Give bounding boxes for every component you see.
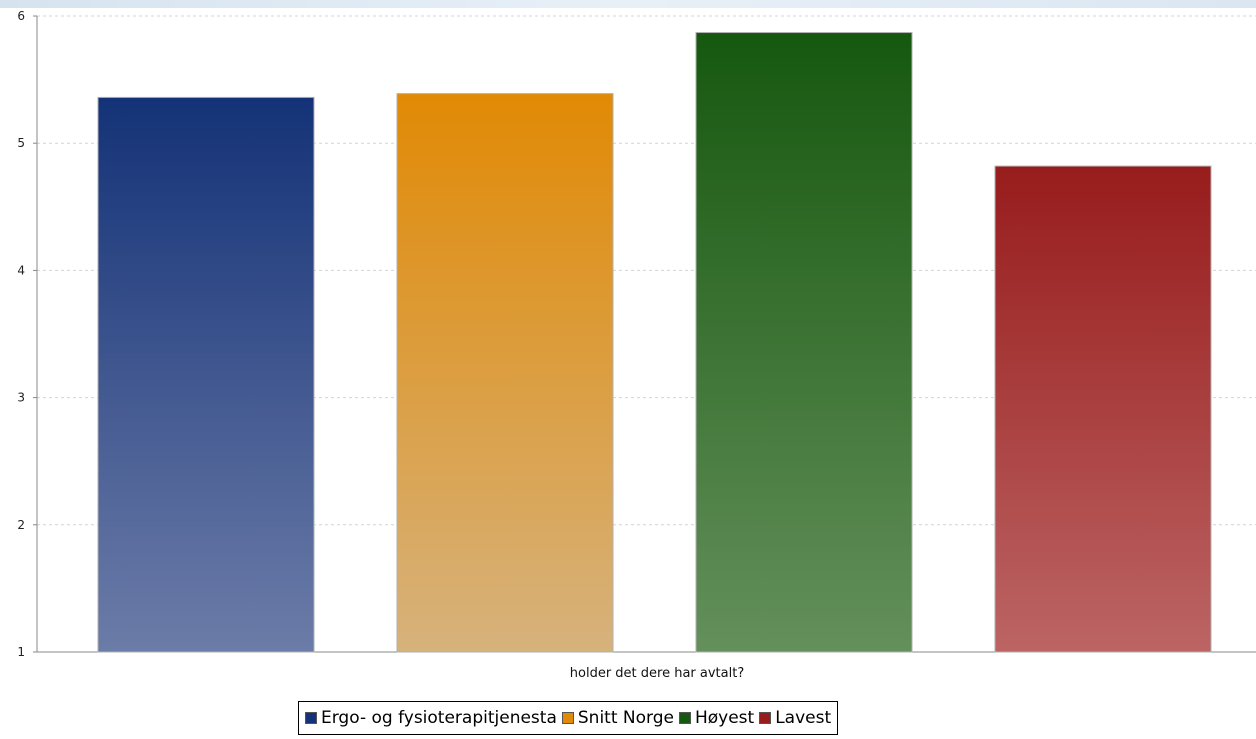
legend-label-ergo: Ergo- og fysioterapitjenesta (321, 708, 557, 728)
legend-label-hoyest: Høyest (695, 708, 754, 728)
bars (98, 33, 1211, 652)
y-tick-label: 3 (17, 391, 25, 405)
legend-item: Ergo- og fysioterapitjenesta (305, 708, 557, 728)
x-axis-label: holder det dere har avtalt? (570, 666, 744, 681)
legend-item: Snitt Norge (562, 708, 674, 728)
y-tick-label: 5 (17, 136, 25, 150)
y-tick-label: 1 (17, 645, 25, 659)
legend-swatch-lavest (759, 712, 771, 724)
legend: Ergo- og fysioterapitjenesta Snitt Norge… (298, 701, 838, 735)
legend-swatch-ergo (305, 712, 317, 724)
bar-hoyest (696, 33, 912, 652)
legend-item: Høyest (679, 708, 754, 728)
bar-snitt (397, 94, 613, 652)
bar-lavest (995, 166, 1211, 652)
y-tick-label: 2 (17, 518, 25, 532)
legend-label-lavest: Lavest (775, 708, 831, 728)
legend-swatch-snitt (562, 712, 574, 724)
legend-item: Lavest (759, 708, 831, 728)
y-tick-label: 6 (17, 9, 25, 23)
bar-chart: 1 2 3 4 5 6 holder det dere har avtalt? (0, 0, 1256, 700)
legend-swatch-hoyest (679, 712, 691, 724)
legend-label-snitt: Snitt Norge (578, 708, 674, 728)
bar-ergo (98, 97, 314, 652)
y-tick-label: 4 (17, 263, 25, 277)
